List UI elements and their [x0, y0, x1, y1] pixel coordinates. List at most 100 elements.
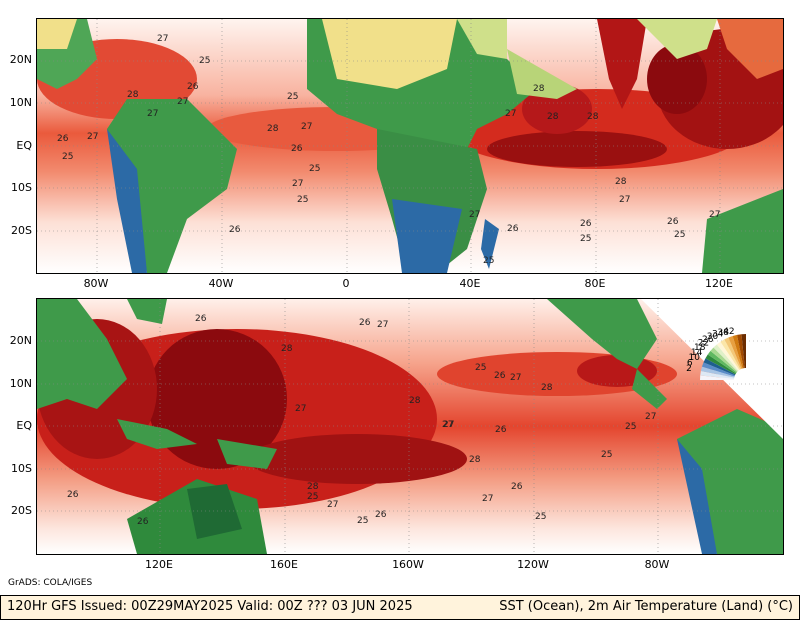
contour-label: 25: [580, 234, 591, 244]
contour-label: 26: [667, 217, 679, 227]
colorbar-label: 18: [694, 343, 706, 353]
andes-land: [107, 129, 147, 273]
y-tick-label: 10N: [9, 377, 32, 390]
madagascar-land: [481, 219, 499, 269]
colorbar-label: 42: [723, 327, 734, 337]
contour-label: 25: [674, 230, 685, 240]
bay-bengal-hot: [647, 44, 707, 114]
contour-label: 25: [297, 195, 308, 205]
south-america-land: [677, 409, 783, 554]
y-tick-label: 20N: [9, 53, 32, 66]
bottom-map-canvas: 26 27 26 28 27 25 27 26 28 28 27 26 25 2…: [37, 299, 783, 554]
footer-bar: 120Hr GFS Issued: 00Z29MAY2025 Valid: 00…: [0, 595, 800, 620]
colorbar-wedge: [703, 358, 736, 376]
colorbar-wedge: [700, 375, 735, 380]
contour-label: 25: [287, 92, 298, 102]
contour-label: 27: [442, 420, 453, 430]
x-tick-label: 120E: [145, 558, 173, 571]
australia-land: [702, 189, 783, 273]
andes-land: [677, 439, 717, 554]
colorbar-label: 30: [707, 332, 719, 342]
contour-label: 27: [157, 34, 168, 44]
contour-label: 26: [187, 82, 199, 92]
bottom-map-panel: 26 27 26 28 27 25 27 26 28 28 27 26 25 2…: [36, 298, 784, 555]
india-land: [597, 19, 647, 109]
colorbar-label: 14: [691, 348, 703, 358]
contour-label: 25: [483, 256, 494, 266]
contour-label: 27: [292, 179, 303, 189]
contour-label: 26: [67, 490, 79, 500]
contour-label: 28: [307, 482, 319, 492]
contour-label: 28: [127, 90, 139, 100]
contour-label: 26: [137, 517, 149, 527]
contour-label: 27: [709, 210, 720, 220]
contour-label: 26: [229, 225, 241, 235]
contour-label: 28: [267, 124, 279, 134]
y-tick-label: 20N: [9, 334, 32, 347]
contour-label: 25: [62, 152, 73, 162]
colorbar-wedge: [724, 337, 742, 370]
x-tick-label: 80W: [83, 277, 109, 290]
contour-label: 27: [482, 494, 493, 504]
contour-label: 27: [377, 320, 388, 330]
y-tick-label: 10S: [11, 462, 32, 475]
y-tick-label: 10N: [9, 96, 32, 109]
mexico-land: [547, 299, 657, 369]
graticule: [37, 19, 783, 273]
contour-label: 27: [645, 412, 656, 422]
forecast-info: 120Hr GFS Issued: 00Z29MAY2025 Valid: 00…: [7, 599, 413, 614]
top-map-panel: 27 25 26 28 25 27 25 26 27 25 28 28 27 2…: [36, 18, 784, 274]
top-map-canvas: 27 25 26 28 25 27 25 26 27 25 28 28 27 2…: [37, 19, 783, 273]
contour-label: 27: [87, 132, 98, 142]
x-tick-label: 40E: [459, 277, 481, 290]
contour-label: 25: [357, 516, 368, 526]
contour-label: 25: [199, 56, 210, 66]
indian-hot-core: [487, 131, 667, 167]
colorbar-wedge: [701, 362, 735, 377]
colorbar-label: 26: [702, 335, 714, 345]
colorbar-label: 6: [687, 359, 693, 369]
contour-label: 26: [359, 318, 371, 328]
contour-label: 26: [375, 510, 387, 520]
contour-label: 26: [494, 371, 506, 381]
contour-label: 28: [587, 112, 599, 122]
y-tick-label: EQ: [16, 419, 32, 432]
arabia-land: [507, 49, 577, 99]
contour-label: 25: [601, 450, 612, 460]
contour-label: 26: [195, 314, 207, 324]
y-tick-label: 20S: [11, 224, 32, 237]
contour-label: 26: [57, 134, 69, 144]
southeast-asia-land: [717, 19, 783, 79]
taiwan-land: [127, 299, 167, 324]
x-tick-label: 40W: [208, 277, 234, 290]
contour-label: 27: [510, 373, 521, 383]
south-africa-cool-land: [392, 199, 462, 273]
contour-label: 26: [507, 224, 519, 234]
contour-label: 26: [291, 144, 303, 154]
indonesia-land: [117, 419, 197, 449]
x-tick-label: 160E: [270, 558, 298, 571]
x-tick-label: 80E: [584, 277, 606, 290]
contour-label: 25: [625, 422, 636, 432]
contour-label: 27: [147, 109, 158, 119]
colorbar-wedge: [720, 339, 741, 371]
colorbar-label: 22: [698, 339, 709, 349]
southeast-asia-land: [37, 299, 127, 409]
contour-label: 28: [547, 112, 559, 122]
colorbar-wedge: [713, 344, 739, 372]
west-pacific-hot-core: [147, 329, 287, 469]
sahara-land: [322, 19, 457, 89]
contour-label: 25: [475, 363, 486, 373]
x-tick-label: 80W: [644, 558, 670, 571]
y-tick-label: 10S: [11, 181, 32, 194]
credit-text: GrADS: COLA/IGES: [8, 578, 93, 588]
colorbar-wedge: [700, 366, 735, 378]
colorbar-wedge: [732, 334, 744, 369]
contour-label: 25: [535, 512, 546, 522]
bottom-contour-labels: 26 27 26 28 27 25 27 26 28 28 27 26 25 2…: [67, 314, 656, 527]
contour-label: 28: [409, 396, 421, 406]
sahara-east-land: [457, 19, 507, 59]
contour-label: 25: [309, 164, 320, 174]
contour-label: 28: [541, 383, 553, 393]
